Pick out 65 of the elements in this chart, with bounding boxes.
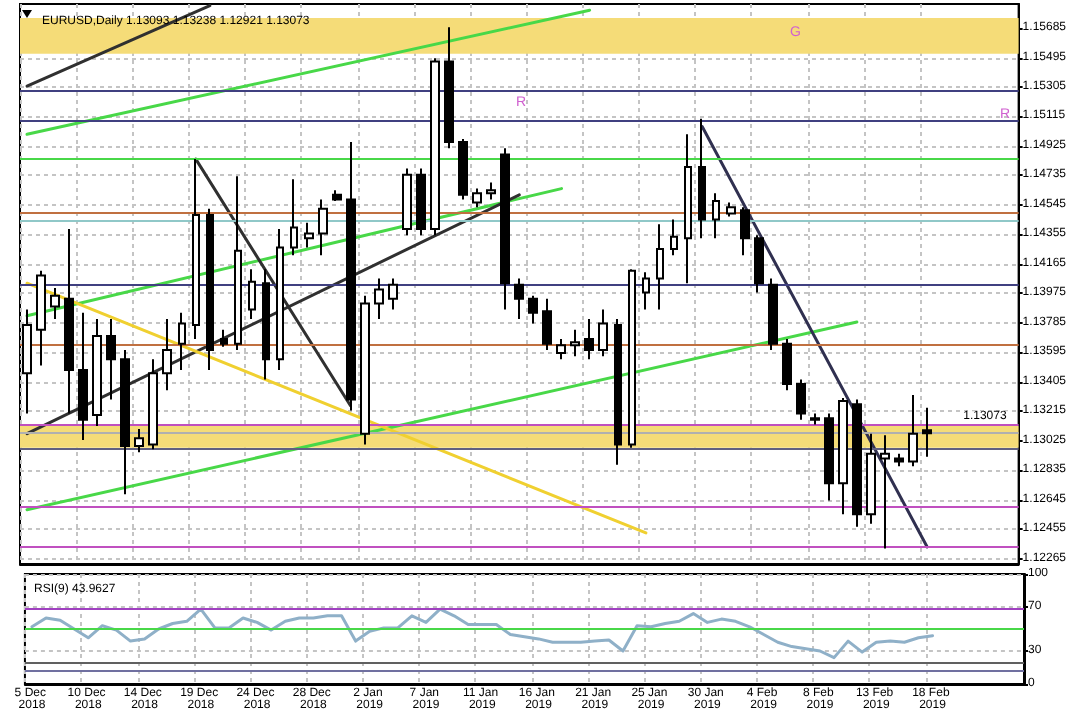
- candlestick: [304, 221, 314, 249]
- candlestick: [134, 428, 144, 454]
- candlestick: [642, 271, 650, 311]
- candlestick: [206, 207, 214, 372]
- candlestick: [120, 348, 130, 496]
- candlestick: [740, 206, 750, 257]
- candlestick: [444, 26, 454, 150]
- candlestick: [684, 133, 692, 285]
- candlestick: [458, 137, 468, 201]
- candlestick: [866, 432, 876, 525]
- candlestick: [332, 189, 342, 203]
- candlestick: [908, 393, 918, 468]
- candlestick: [922, 406, 932, 458]
- candlestick: [500, 147, 510, 311]
- candlestick: [880, 434, 890, 550]
- candlestick: [698, 117, 706, 240]
- candlestick: [570, 328, 580, 358]
- candlestick: [78, 311, 88, 441]
- candlestick: [824, 412, 834, 502]
- candlestick: [248, 268, 256, 320]
- candlestick: [402, 167, 412, 237]
- candlestick: [50, 286, 60, 320]
- candlestick: [92, 317, 102, 427]
- candlestick: [768, 277, 778, 351]
- candlestick: [106, 317, 116, 401]
- candlestick: [726, 201, 736, 218]
- candlestick: [584, 317, 594, 361]
- candlestick: [318, 198, 328, 257]
- candlestick: [472, 187, 482, 209]
- candlestick: [486, 181, 496, 201]
- candlestick: [656, 223, 664, 311]
- candlestick: [614, 317, 622, 466]
- candlestick: [838, 397, 848, 516]
- candlestick: [416, 167, 426, 237]
- candlestick: [64, 227, 74, 415]
- candlestick: [290, 178, 298, 257]
- candlestick: [148, 358, 158, 451]
- candlestick: [528, 294, 538, 325]
- candlestick: [276, 227, 284, 372]
- candlestick: [796, 378, 806, 421]
- candlestick: [628, 268, 636, 449]
- candlestick: [162, 317, 172, 392]
- candlestick: [670, 218, 678, 257]
- candlestick: [598, 308, 608, 358]
- candlestick: [556, 338, 566, 361]
- candlestick: [220, 328, 228, 348]
- candlestick: [388, 277, 398, 311]
- candlestick: [514, 277, 524, 320]
- candlestick: [712, 192, 720, 240]
- candlestick: [754, 234, 764, 294]
- candlestick: [234, 175, 242, 351]
- candlestick: [262, 268, 270, 381]
- candlestick: [782, 338, 792, 392]
- candlestick: [374, 277, 384, 320]
- candlestick: [810, 412, 820, 426]
- candlestick: [192, 158, 200, 341]
- candlestick: [894, 452, 904, 468]
- candlestick: [360, 294, 370, 446]
- candlestick: [852, 398, 862, 528]
- candlestick: [430, 57, 440, 237]
- candlestick: [542, 297, 552, 351]
- candlestick: [36, 269, 46, 367]
- candlestick: [178, 311, 186, 372]
- candlestick: [346, 141, 356, 412]
- line-series: [30, 607, 935, 660]
